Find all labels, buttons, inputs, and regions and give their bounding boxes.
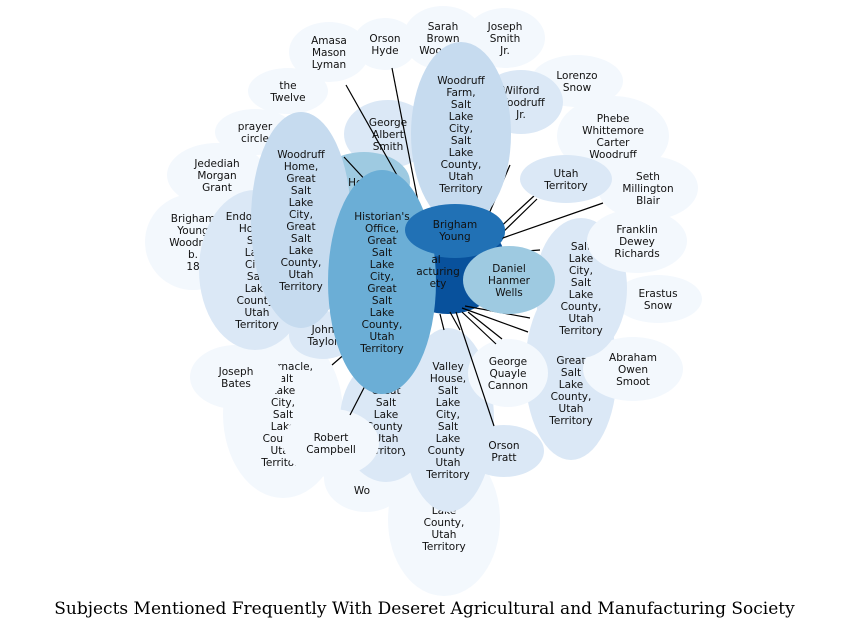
node-label: Historian's Office, Great Salt Lake City, Grea… xyxy=(354,211,410,355)
node-amasa-mason-lyman: Amasa Mason Lyman xyxy=(289,22,369,82)
node-bubble xyxy=(464,425,544,477)
node-label: Brigham Young xyxy=(433,219,477,243)
node-bubble xyxy=(405,204,505,256)
node-joseph-bates: Joseph Bates xyxy=(190,345,282,409)
node-label: Franklin Dewey Richards xyxy=(614,224,659,260)
node-bubble xyxy=(190,345,282,409)
node-bubble xyxy=(463,246,555,314)
node-label: Phebe Whittemore Carter Woodruff xyxy=(582,113,644,161)
edge-to-seth-millington-blair xyxy=(496,202,604,241)
node-the-twelve: the Twelve xyxy=(248,68,328,114)
edge-to-george-quayle-cannon xyxy=(467,311,503,340)
node-bubble xyxy=(587,209,687,273)
node-bubble xyxy=(520,155,612,203)
node-robert-campbell: Robert Campbell xyxy=(283,409,379,477)
node-jedediah-morgan-grant: Jedediah Morgan Grant xyxy=(167,143,267,207)
diagram-title: Subjects Mentioned Frequently With Deser… xyxy=(54,599,795,619)
node-label: Daniel Hanmer Wells xyxy=(488,263,531,299)
node-label: Salt Lake City, Salt Lake County, Utah Territor… xyxy=(558,241,603,337)
node-daniel-hanmer-wells: Daniel Hanmer Wells xyxy=(463,246,555,314)
edge-to-orson-hyde xyxy=(391,67,421,213)
node-label: Valley House, Salt Lake City, Salt Lake County,… xyxy=(425,361,470,481)
node-seth-millington-blair: Seth Millington Blair xyxy=(598,156,698,220)
node-label: Abraham Owen Smoot xyxy=(609,352,657,388)
node-label: Erastus Snow xyxy=(638,288,677,312)
node-george-quayle-cannon: George Quayle Cannon xyxy=(468,339,548,407)
node-label: Orson Hyde xyxy=(369,33,400,57)
node-bubble xyxy=(248,68,328,114)
central-node-label: al acturing ety xyxy=(416,254,460,290)
node-historian-s-office-great-salt-lake-city-great-salt-lake-county-utah-territory: Historian's Office, Great Salt Lake City, Grea… xyxy=(328,170,436,394)
node-label: Seth Millington Blair xyxy=(622,171,673,207)
node-abraham-owen-smoot: Abraham Owen Smoot xyxy=(583,337,683,401)
node-label: Lorenzo Snow xyxy=(556,70,597,94)
node-bubble xyxy=(468,339,548,407)
node-woodruff-home-great-salt-lake-city-great-salt-lake-county-utah-territory: Woodruff Home, Great Salt Lake City, Great Salt… xyxy=(251,112,351,328)
node-label: Wilford Woodruff Jr. xyxy=(497,85,545,121)
node-label: Wo xyxy=(354,485,370,497)
node-label: George Albert Smith xyxy=(369,117,407,153)
node-label: Woodruff Home, Great Salt Lake City, Great Salt… xyxy=(277,149,325,293)
node-label: George Quayle Cannon xyxy=(488,356,528,392)
node-erastus-snow: Erastus Snow xyxy=(614,275,702,323)
node-bubble xyxy=(283,409,379,477)
node-orson-hyde: Orson Hyde xyxy=(353,18,417,70)
node-joseph-smith-jr: Joseph Smith Jr. xyxy=(465,8,545,68)
node-bubble xyxy=(344,100,432,168)
edge-to-orson-pratt xyxy=(455,311,495,427)
node-label: John Taylor xyxy=(307,324,340,348)
node-bubble xyxy=(465,8,545,68)
node-bubble xyxy=(289,22,369,82)
node-label: the Twelve xyxy=(269,80,305,104)
node-utah-territory: Utah Territory xyxy=(520,155,612,203)
node-george-albert-smith: George Albert Smith xyxy=(344,100,432,168)
node-bubble xyxy=(598,156,698,220)
edge-to-salt-lake-city-salt-lake-county-utah-territory xyxy=(461,307,529,333)
node-label: Orson Pratt xyxy=(488,440,519,464)
node-bubble xyxy=(251,112,351,328)
node-label: Utah Territory xyxy=(543,168,588,192)
node-franklin-dewey-richards: Franklin Dewey Richards xyxy=(587,209,687,273)
node-woodruff-farm-salt-lake-city-salt-lake-county-utah-territory: Woodruff Farm, Salt Lake City, Salt Lake County… xyxy=(411,42,511,226)
edge-to-utah-territory xyxy=(498,198,538,237)
edge-to-valley-house-salt-lake-city-salt-lake-county-utah-territory xyxy=(439,313,445,331)
node-bubble xyxy=(583,337,683,401)
node-bubble xyxy=(167,143,267,207)
node-bubble xyxy=(614,275,702,323)
node-bubble xyxy=(353,18,417,70)
edge-to-george-quayle-cannon xyxy=(461,311,497,345)
edge-to-valley-house-salt-lake-city-salt-lake-county-utah-territory xyxy=(449,311,461,331)
node-label: Robert Campbell xyxy=(306,432,356,456)
node-label: Woodruff Farm, Salt Lake City, Salt Lake County… xyxy=(437,75,485,195)
node-phebe-whittemore-carter-woodruff: Phebe Whittemore Carter Woodruff xyxy=(557,96,669,176)
node-brigham-young: Brigham Young xyxy=(405,204,505,256)
node-label: Jedediah Morgan Grant xyxy=(193,158,239,194)
node-label: prayer circle xyxy=(238,121,273,145)
node-label: Amasa Mason Lyman xyxy=(311,35,347,71)
node-bubble xyxy=(557,96,669,176)
node-label: Joseph Bates xyxy=(218,366,254,390)
node-bubble xyxy=(411,42,511,226)
node-label: Joseph Smith Jr. xyxy=(487,21,523,57)
node-orson-pratt: Orson Pratt xyxy=(464,425,544,477)
